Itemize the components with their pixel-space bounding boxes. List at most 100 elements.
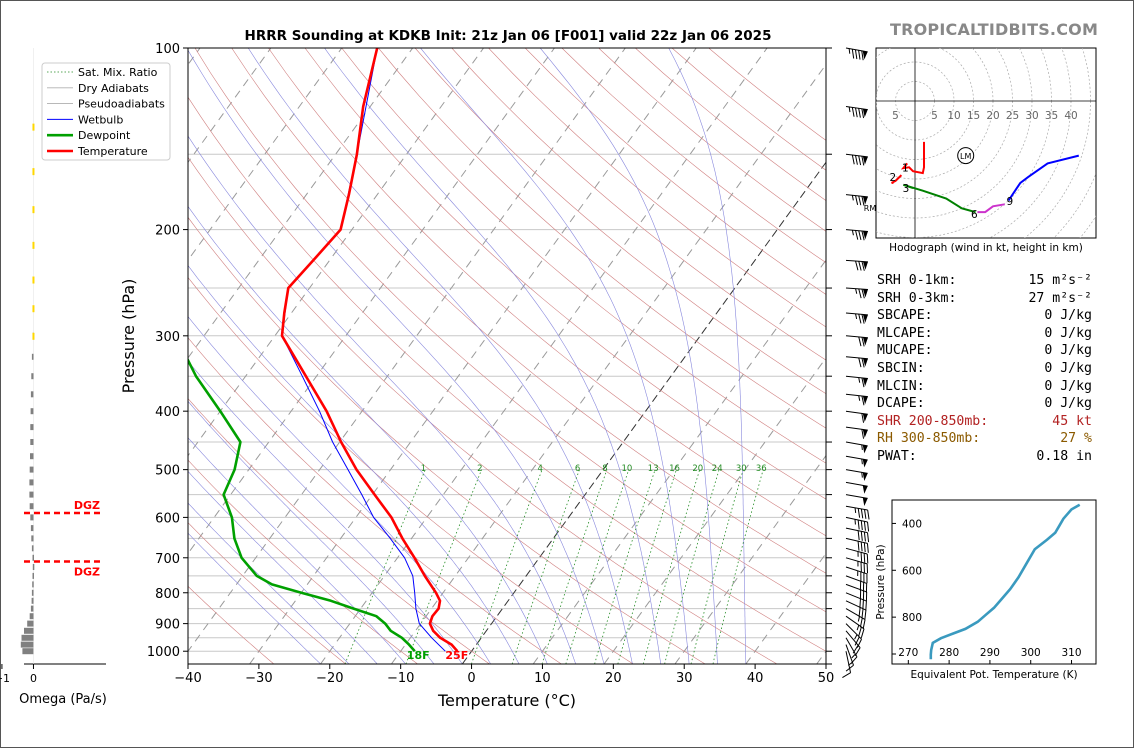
index-row: SRH 0-3km: 27 m²s⁻² bbox=[877, 291, 1107, 308]
index-row: SBCAPE: 0 J/kg bbox=[877, 308, 1107, 325]
mixing-ratio-line bbox=[541, 469, 608, 664]
omega-bar bbox=[31, 353, 34, 360]
dry-adiabat bbox=[188, 216, 706, 664]
isotherm bbox=[188, 48, 414, 359]
isotherm bbox=[674, 454, 826, 664]
isotherm bbox=[188, 48, 555, 555]
omega-bar bbox=[32, 581, 34, 588]
thetae-frame bbox=[891, 499, 1097, 665]
legend-label-wetbulb: Wetbulb bbox=[78, 113, 123, 126]
y-tick-label: 100 bbox=[155, 42, 180, 57]
wind-barb bbox=[845, 455, 868, 468]
legend-label-pseudo: Pseudoadiabats bbox=[78, 98, 165, 111]
isotherm bbox=[188, 48, 626, 653]
dry-adiabat bbox=[188, 522, 346, 664]
mixing-ratio-line bbox=[712, 469, 764, 664]
hodo-height-label: 2 bbox=[889, 172, 896, 184]
hodo-height-label: 6 bbox=[971, 209, 978, 221]
mixing-ratio-label: 4 bbox=[537, 464, 542, 474]
mixing-ratio-label: 10 bbox=[621, 464, 632, 474]
index-row: SHR 200-850mb: 45 kt bbox=[877, 414, 1107, 431]
index-value: 0 J/kg bbox=[1044, 378, 1092, 394]
hodo-ring-label: 20 bbox=[986, 110, 999, 122]
lm-label: LM bbox=[960, 152, 971, 161]
legend-label-dry: Dry Adiabats bbox=[78, 82, 149, 95]
moist-adiabat bbox=[188, 49, 605, 664]
mixing-ratio-label: 24 bbox=[712, 464, 723, 474]
thetae-x-tick-label: 310 bbox=[1061, 647, 1081, 659]
dry-adiabat bbox=[231, 48, 826, 574]
index-row: MLCAPE: 0 J/kg bbox=[877, 326, 1107, 343]
wind-barb bbox=[845, 527, 870, 543]
rm-label: RM bbox=[864, 204, 877, 213]
x-tick-label: 0 bbox=[467, 671, 475, 686]
moist-adiabat bbox=[188, 532, 321, 664]
y-tick-label: 200 bbox=[155, 224, 180, 239]
isotherm bbox=[320, 48, 768, 664]
omega-bar bbox=[32, 206, 35, 214]
mixing-ratio-label: 30 bbox=[736, 464, 747, 474]
index-label: RH 300-850mb: bbox=[877, 431, 981, 447]
wind-barb bbox=[845, 259, 868, 271]
mixing-ratio-line bbox=[565, 469, 630, 664]
x-tick-label: −10 bbox=[387, 671, 414, 686]
x-tick-label: 10 bbox=[534, 671, 551, 686]
hodo-ring-label: 15 bbox=[967, 110, 980, 122]
isotherm bbox=[249, 48, 697, 664]
dry-adiabat bbox=[188, 585, 274, 664]
thetae-x-tick-label: 290 bbox=[980, 647, 1000, 659]
omega-tick-label: −1 bbox=[0, 672, 10, 685]
index-label: SHR 200-850mb: bbox=[877, 413, 989, 429]
hodo-trace-3 bbox=[977, 203, 1005, 214]
thetae-line bbox=[929, 503, 1081, 660]
wind-barb bbox=[845, 608, 866, 629]
skewt-frame bbox=[187, 47, 827, 665]
mixing-ratio-line bbox=[690, 469, 744, 664]
hodo-height-label: 9 bbox=[1006, 196, 1013, 208]
omega-bar bbox=[30, 408, 34, 415]
surface-dew-label: 18F bbox=[407, 649, 430, 662]
moist-adiabat bbox=[188, 400, 435, 664]
hodo-height-label: 3 bbox=[903, 183, 910, 195]
index-value: 0 J/kg bbox=[1044, 308, 1092, 324]
mixing-ratio-line bbox=[344, 469, 426, 664]
hodo-trace-1 bbox=[891, 174, 903, 184]
moist-adiabat bbox=[188, 316, 491, 664]
wind-barb bbox=[845, 410, 868, 423]
dry-adiabat bbox=[188, 96, 826, 652]
mixing-ratio-label: 16 bbox=[669, 464, 680, 474]
index-label: DCAPE: bbox=[877, 396, 925, 412]
index-row: PWAT: 0.18 in bbox=[877, 449, 1107, 466]
index-value: 27 % bbox=[1060, 431, 1092, 447]
index-label: SRH 0-3km: bbox=[877, 290, 957, 306]
omega-bar bbox=[31, 597, 34, 604]
mixing-ratio-line bbox=[594, 469, 656, 664]
y-tick-label: 400 bbox=[155, 405, 180, 420]
wind-barb bbox=[845, 630, 861, 656]
index-row: SRH 0-1km: 15 m²s⁻² bbox=[877, 273, 1107, 290]
x-tick-label: 50 bbox=[818, 671, 835, 686]
omega-bar bbox=[32, 572, 34, 579]
dewpoint-line bbox=[188, 357, 416, 653]
wind-barb bbox=[845, 153, 868, 166]
omega-bar bbox=[30, 605, 34, 612]
moist-adiabat bbox=[668, 48, 747, 664]
x-axis-label: Temperature (°C) bbox=[437, 691, 576, 710]
wind-barb bbox=[845, 469, 868, 481]
legend: Sat. Mix. Ratio Dry Adiabats Pseudoadiabat… bbox=[41, 62, 171, 161]
index-label: MUCAPE: bbox=[877, 343, 933, 359]
wind-barb bbox=[845, 335, 868, 347]
hodo-ring-label: 25 bbox=[1006, 110, 1019, 122]
isotherm bbox=[532, 259, 826, 664]
y-tick-label: 700 bbox=[155, 552, 180, 567]
dry-adiabat bbox=[451, 48, 826, 361]
omega-bar bbox=[30, 391, 34, 398]
wind-barb bbox=[845, 356, 868, 368]
thetae-x-label: Equivalent Pot. Temperature (K) bbox=[910, 669, 1077, 681]
index-label: MLCIN: bbox=[877, 378, 925, 394]
thetae-y-tick-label: 800 bbox=[902, 612, 922, 624]
omega-bar bbox=[32, 564, 35, 570]
hodo-ring-label: 5 bbox=[892, 110, 899, 122]
omega-bar bbox=[32, 305, 35, 313]
